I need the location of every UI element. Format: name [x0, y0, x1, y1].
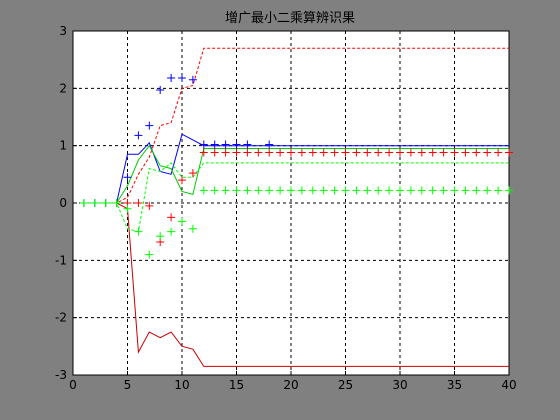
- x-tick-label: 30: [392, 378, 407, 392]
- y-tick-label: 3: [59, 24, 67, 38]
- x-tick-label: 25: [338, 378, 353, 392]
- y-tick-label: -1: [55, 253, 67, 267]
- x-tick-label: 5: [124, 378, 132, 392]
- y-tick-label: 2: [59, 81, 67, 95]
- x-tick-label: 0: [69, 378, 77, 392]
- y-tick-label: 1: [59, 139, 67, 153]
- x-tick-label: 15: [229, 378, 244, 392]
- x-tick-label: 40: [501, 378, 516, 392]
- y-tick-label: -3: [55, 368, 67, 382]
- x-tick-label: 20: [283, 378, 298, 392]
- y-tick-label: -2: [55, 311, 67, 325]
- x-tick-label: 10: [174, 378, 189, 392]
- x-tick-label: 35: [447, 378, 462, 392]
- y-tick-label: 0: [59, 196, 67, 210]
- chart-title: 增广最小二乘算辨识果: [225, 11, 355, 26]
